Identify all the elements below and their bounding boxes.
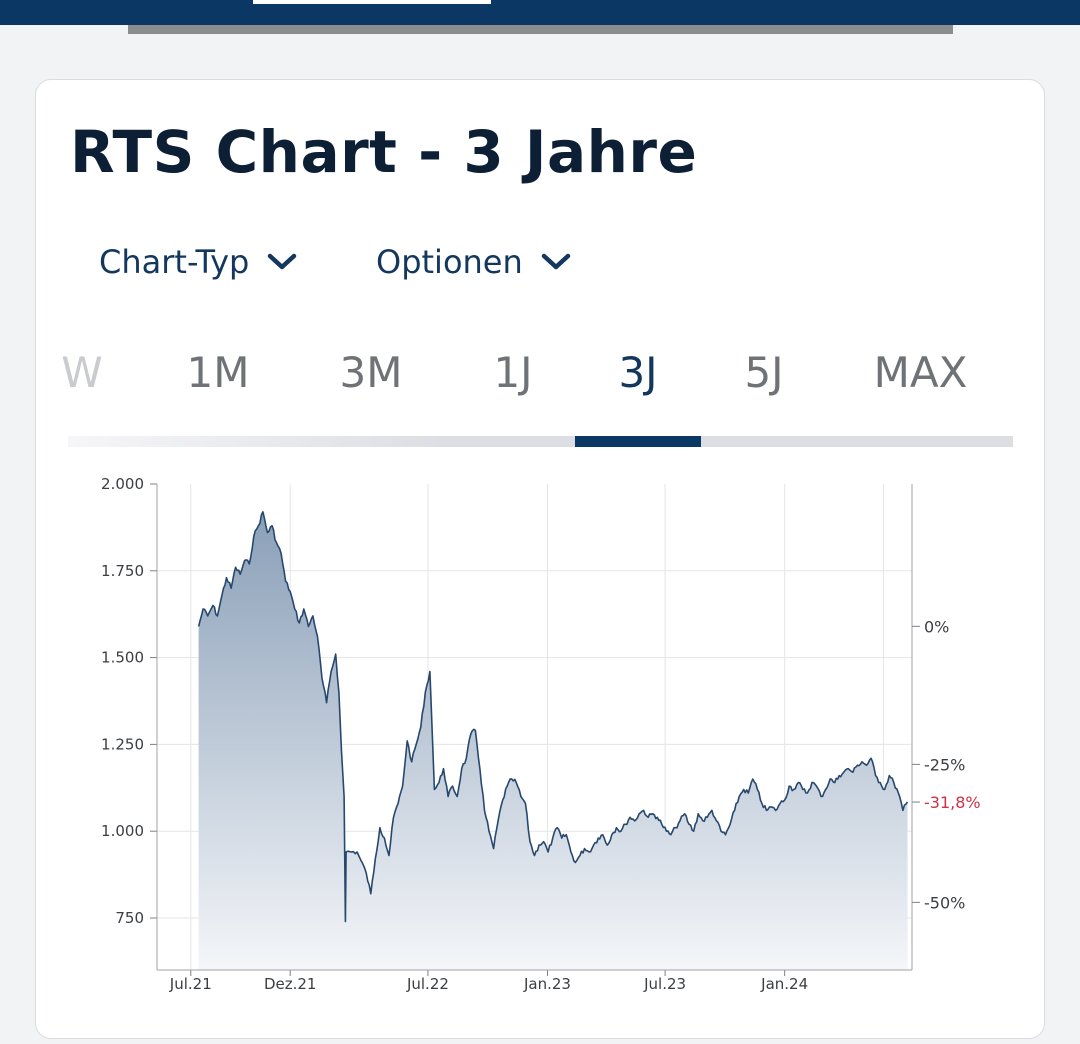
options-label: Optionen [376,243,523,281]
y-tick-label: 1.500 [101,649,144,667]
price-line [197,511,909,923]
options-dropdown[interactable]: Optionen [376,240,571,284]
price-area [198,511,908,970]
header-shadow [128,25,953,34]
pct-tick-label: 0% [924,617,949,636]
page-title: RTS Chart - 3 Jahre [70,118,698,186]
y-tick-label: 1.000 [101,822,144,840]
active-tab-indicator [575,436,701,447]
axis-labels: 2.000 1.750 1.500 1.250 1.000 750 Jul.21 Dez.21… [101,475,981,993]
timeframe-tabs: W 1M 3M 1J 3J 5J MAX [61,340,1013,447]
x-tick-label: Jul.22 [406,975,449,993]
tab-1j[interactable]: 1J [493,348,533,397]
y-tick-label: 750 [115,909,144,927]
x-tick-label: Jan.24 [760,975,808,993]
active-nav-underline [253,0,491,4]
chart-type-dropdown[interactable]: Chart-Typ [99,240,297,284]
y-tick-label: 1.750 [101,562,144,580]
tab-1w[interactable]: W [61,348,103,397]
chart-type-label: Chart-Typ [99,243,250,281]
top-nav-bar [0,0,1080,25]
x-tick-label: Jul.21 [169,975,212,993]
tab-3m[interactable]: 3M [339,348,403,397]
tab-1m[interactable]: 1M [186,348,250,397]
tab-5j[interactable]: 5J [744,348,784,397]
chevron-down-icon [541,253,571,270]
tab-track [68,436,1013,447]
y-tick-label: 2.000 [101,475,144,493]
tab-3j[interactable]: 3J [618,348,658,397]
pct-tick-label: -31,8% [924,793,981,812]
x-tick-label: Jan.23 [523,975,571,993]
pct-tick-label: -25% [924,755,965,774]
pct-tick-label: -50% [924,893,965,912]
y-tick-label: 1.250 [101,735,144,753]
chevron-down-icon [268,253,297,270]
tab-max[interactable]: MAX [873,348,968,397]
x-tick-label: Dez.21 [264,975,317,993]
x-tick-label: Jul.23 [643,975,686,993]
axes [150,483,920,976]
